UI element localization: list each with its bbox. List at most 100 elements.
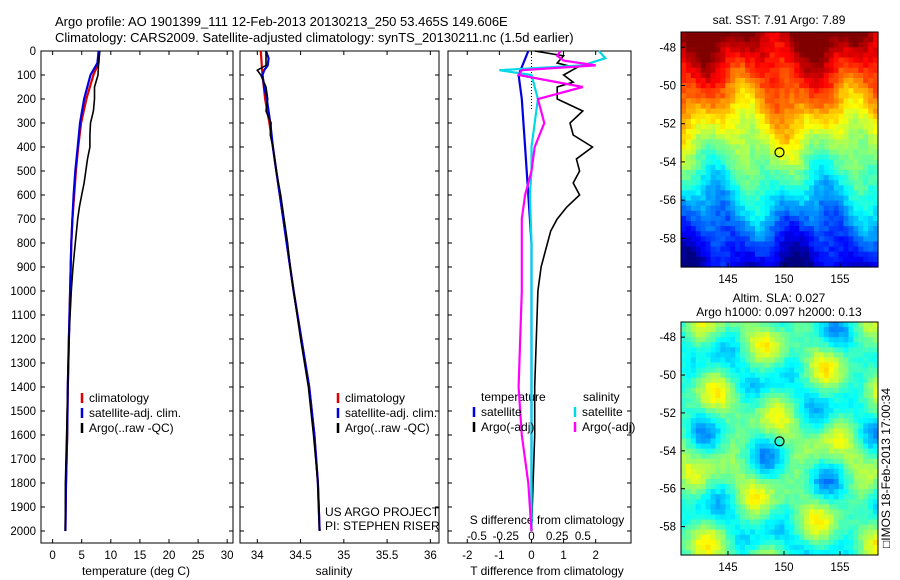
map-cell xyxy=(745,509,751,516)
map-cell xyxy=(853,47,859,54)
map-cell xyxy=(745,453,751,460)
map-cell xyxy=(868,215,874,222)
map-cell xyxy=(813,215,820,222)
map-cell xyxy=(833,377,840,384)
map-cell xyxy=(759,67,766,74)
map-cell xyxy=(873,539,879,546)
map-cell xyxy=(735,185,741,191)
map-cell xyxy=(794,77,800,84)
map-cell xyxy=(774,134,781,140)
map-cell xyxy=(853,544,859,551)
map-cell xyxy=(853,108,859,115)
map-cell xyxy=(863,205,869,212)
map-cell xyxy=(774,524,781,531)
map-cell xyxy=(779,210,786,217)
map-cell xyxy=(685,62,692,69)
map-cell xyxy=(720,327,726,333)
map-cell xyxy=(745,37,751,43)
map-cell xyxy=(818,164,825,171)
map-cell xyxy=(710,387,717,394)
map-cell xyxy=(730,144,736,151)
map-cell xyxy=(764,322,771,328)
map-cell xyxy=(745,473,751,480)
map-cell xyxy=(720,377,726,384)
map-cell xyxy=(838,468,845,475)
map-cell xyxy=(720,372,726,379)
map-cell xyxy=(690,539,697,546)
map-cell xyxy=(725,144,731,151)
map-cell xyxy=(818,113,825,120)
map-cell xyxy=(749,332,756,338)
map-cell xyxy=(858,377,864,384)
map-cell xyxy=(858,139,864,145)
map-cell xyxy=(725,322,731,328)
map-cell xyxy=(764,251,771,258)
map-cell xyxy=(681,113,687,120)
map-cell xyxy=(873,129,879,135)
map-cell xyxy=(848,448,854,455)
map-cell xyxy=(681,241,687,248)
map-cell xyxy=(794,52,800,59)
map-cell xyxy=(873,352,879,359)
map-cell xyxy=(789,42,795,48)
map-cell xyxy=(853,392,859,399)
map-cell xyxy=(681,423,687,429)
map-cell xyxy=(794,154,800,161)
map-cell xyxy=(735,77,741,84)
map-cell xyxy=(715,32,721,38)
map-cell xyxy=(828,504,835,511)
s-tick-label: 0.25 xyxy=(546,531,568,543)
map-cell xyxy=(833,200,840,207)
map-cell xyxy=(838,93,845,100)
map-cell xyxy=(853,453,859,460)
map-cell xyxy=(745,129,751,135)
map-cell xyxy=(720,408,726,414)
map-cell xyxy=(789,352,795,359)
map-cell xyxy=(809,534,815,541)
map-cell xyxy=(804,458,810,465)
map-cell xyxy=(794,327,800,333)
map-cell xyxy=(789,342,795,348)
map-cell xyxy=(873,47,879,54)
map-cell xyxy=(828,529,835,536)
map-cell xyxy=(868,164,874,171)
map-cell xyxy=(784,123,790,130)
map-cell xyxy=(784,226,790,232)
map-cell xyxy=(695,357,702,364)
map-cell xyxy=(710,413,717,419)
map-cell xyxy=(853,72,859,79)
map-cell xyxy=(740,453,746,460)
map-cell xyxy=(681,519,687,526)
map-cell xyxy=(779,413,786,419)
map-cell xyxy=(710,215,717,222)
map-cell xyxy=(858,332,864,338)
map-cell xyxy=(799,47,805,54)
map-cell xyxy=(749,392,756,399)
map-cell xyxy=(769,418,776,424)
map-cell xyxy=(868,200,874,207)
map-cell xyxy=(838,327,845,333)
map-cell xyxy=(809,180,815,186)
map-cell xyxy=(823,529,830,536)
map-cell xyxy=(823,144,830,151)
map-cell xyxy=(833,190,840,197)
map-cell xyxy=(740,57,746,64)
map-cell xyxy=(799,118,805,125)
map-cell xyxy=(863,357,869,364)
y-tick-label: 1600 xyxy=(10,430,36,442)
map-cell xyxy=(833,327,840,333)
map-cell xyxy=(838,534,845,541)
map-cell xyxy=(759,418,766,424)
map-cell xyxy=(873,372,879,379)
map-cell xyxy=(858,175,864,181)
map-cell xyxy=(740,494,746,500)
map-cell xyxy=(745,215,751,222)
map-cell xyxy=(749,514,756,521)
map-cell xyxy=(868,463,874,470)
map-cell xyxy=(740,413,746,419)
map-cell xyxy=(789,443,795,450)
map-cell xyxy=(784,98,790,105)
map-cell xyxy=(818,342,825,348)
map-cell xyxy=(873,42,879,48)
map-cell xyxy=(730,428,736,435)
